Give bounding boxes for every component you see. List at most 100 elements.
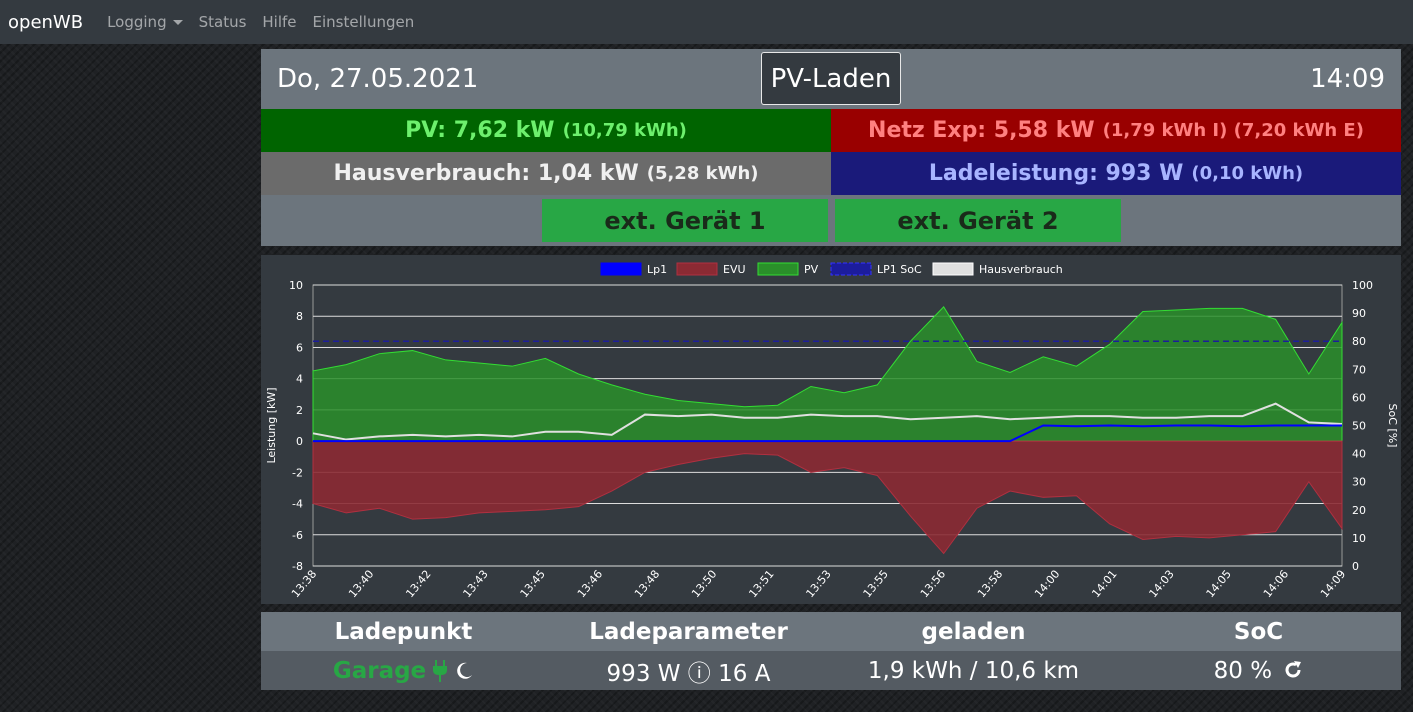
x-tick-label: 14:03 [1146, 568, 1176, 601]
navbar: openWB Logging Status Hilfe Einstellunge… [0, 0, 1413, 44]
power-tiles-row-1: PV: 7,62 kW (10,79 kWh) Netz Exp: 5,58 k… [261, 109, 1401, 152]
y-tick-label: 8 [296, 310, 303, 323]
table-header-row: Ladepunkt Ladeparameter geladen SoC [261, 612, 1401, 651]
charging-power-tile: Ladeleistung: 993 W (0,10 kWh) [831, 152, 1401, 195]
legend-label: Lp1 [647, 263, 667, 276]
nav-logging-label[interactable]: Logging [107, 13, 167, 31]
nav-status[interactable]: Status [198, 13, 247, 31]
legend-swatch [830, 262, 872, 276]
x-tick-label: 13:53 [803, 568, 833, 601]
header-ladeparameter: Ladeparameter [589, 618, 788, 645]
legend-label: PV [804, 263, 819, 276]
series-evu [312, 440, 1343, 555]
house-consumption-tile: Hausverbrauch: 1,04 kW (5,28 kWh) [261, 152, 831, 195]
y-tick-label: 6 [296, 341, 303, 354]
x-tick-label: 13:56 [918, 568, 948, 601]
legend-label: LP1 SoC [877, 263, 922, 276]
house-consumption-value: Hausverbrauch: 1,04 kW [333, 161, 639, 186]
current-time: 14:09 [1310, 64, 1385, 94]
legend-swatch [932, 262, 974, 276]
series-hausverbrauch [312, 402, 1343, 441]
device-1-button[interactable]: ext. Gerät 1 [542, 199, 828, 242]
legend-swatch [600, 262, 642, 276]
brand-logo[interactable]: openWB [8, 11, 84, 33]
current-date: Do, 27.05.2021 [277, 64, 479, 94]
header-ladepunkt: Ladepunkt [334, 618, 473, 645]
x-tick-label: 13:50 [689, 568, 719, 601]
device-2-button[interactable]: ext. Gerät 2 [835, 199, 1121, 242]
y-axis-label: Leistung [kW] [265, 387, 278, 463]
y2-tick-label: 0 [1352, 560, 1359, 573]
x-tick-label: 13:55 [861, 568, 891, 601]
charging-power-energy: (0,10 kWh) [1191, 163, 1304, 184]
plug-icon [433, 659, 448, 682]
y2-tick-label: 70 [1352, 363, 1366, 376]
x-tick-label: 13:43 [460, 568, 490, 601]
y2-tick-label: 10 [1352, 532, 1366, 545]
x-tick-label: 13:42 [403, 568, 433, 601]
header-soc: SoC [1233, 618, 1284, 645]
chart-canvas: 1086420-2-4-6-81009080706050403020100Lei… [265, 262, 1399, 601]
y-tick-label: -2 [292, 466, 303, 479]
house-consumption-energy: (5,28 kWh) [646, 163, 759, 184]
refresh-icon[interactable] [1283, 660, 1303, 680]
grid-value: Netz Exp: 5,58 kW [868, 118, 1095, 143]
soc-value: 80 % [1213, 657, 1273, 684]
y2-tick-label: 100 [1352, 279, 1373, 292]
x-tick-label: 13:51 [746, 568, 776, 601]
power-chart: 10 8 6 4 2 0 -2 -4 -6 -8 100 90 80 70 60 50 40 30 20 10 0 Lei… [261, 255, 1401, 604]
y-tick-label: 4 [296, 373, 303, 386]
chargepoint-cell: Garage [261, 658, 546, 684]
grid-tile: Netz Exp: 5,58 kW (1,79 kWh I) (7,20 kWh… [831, 109, 1401, 152]
x-tick-label: 14:06 [1261, 568, 1291, 601]
y-tick-label: -8 [292, 560, 303, 573]
chargepoint-name[interactable]: Garage [332, 657, 427, 684]
legend-swatch [676, 262, 718, 276]
legend-label: EVU [723, 263, 746, 276]
pv-value: PV: 7,62 kW [405, 118, 555, 143]
x-tick-label: 13:40 [346, 568, 376, 601]
x-tick-label: 14:00 [1032, 568, 1062, 601]
charge-mode-button[interactable]: PV-Laden [761, 52, 901, 105]
y2-tick-label: 50 [1352, 420, 1366, 433]
legend-swatch [757, 262, 799, 276]
series-lp1 [313, 424, 1342, 443]
nav-einstellungen[interactable]: Einstellungen [312, 13, 415, 31]
y-tick-label: 2 [296, 404, 303, 417]
x-tick-label: 13:48 [632, 568, 662, 601]
nav-hilfe[interactable]: Hilfe [262, 13, 297, 31]
y2-tick-label: 60 [1352, 391, 1366, 404]
y2-tick-label: 40 [1352, 448, 1366, 461]
y-tick-label: -4 [292, 498, 303, 511]
pv-energy: (10,79 kWh) [562, 120, 687, 141]
chargepoint-table: Ladepunkt Ladeparameter geladen SoC Gara… [261, 612, 1401, 690]
header-bar: Do, 27.05.2021 PV-Laden 14:09 [261, 49, 1401, 109]
pv-tile: PV: 7,62 kW (10,79 kWh) [261, 109, 831, 152]
y-tick-label: 0 [296, 435, 303, 448]
nav-logging[interactable]: Logging [107, 13, 183, 31]
header-geladen: geladen [921, 618, 1026, 645]
charge-parameter-cell: 993 W ⓘ 16 A [606, 660, 771, 687]
x-tick-label: 14:09 [1318, 568, 1348, 601]
grid-energy: (1,79 kWh I) (7,20 kWh E) [1102, 120, 1364, 141]
y2-tick-label: 90 [1352, 307, 1366, 320]
x-tick-label: 13:46 [575, 568, 605, 601]
series-pv [312, 306, 1343, 442]
x-tick-label: 14:01 [1089, 568, 1119, 601]
y-tick-label: -6 [292, 529, 303, 542]
y2-axis-label: SoC [%] [1386, 404, 1399, 448]
charging-power-value: Ladeleistung: 993 W [928, 161, 1184, 186]
legend-label: Hausverbrauch [979, 263, 1063, 276]
chevron-down-icon[interactable] [172, 19, 183, 25]
moon-icon[interactable] [454, 661, 474, 681]
chargepoint-garage[interactable]: Garage [333, 658, 474, 684]
x-tick-label: 13:58 [975, 568, 1005, 601]
y2-tick-label: 20 [1352, 504, 1366, 517]
x-tick-label: 14:05 [1204, 568, 1234, 601]
table-row: Garage 993 W ⓘ 16 A 1,9 kWh / 10,6 km 80… [261, 651, 1401, 690]
soc-cell: 80 % [1116, 658, 1401, 684]
y-tick-label: 10 [289, 279, 303, 292]
smart-devices-row: ext. Gerät 1 ext. Gerät 2 [261, 195, 1401, 246]
power-tiles-row-2: Hausverbrauch: 1,04 kW (5,28 kWh) Ladele… [261, 152, 1401, 195]
y2-tick-label: 30 [1352, 476, 1366, 489]
